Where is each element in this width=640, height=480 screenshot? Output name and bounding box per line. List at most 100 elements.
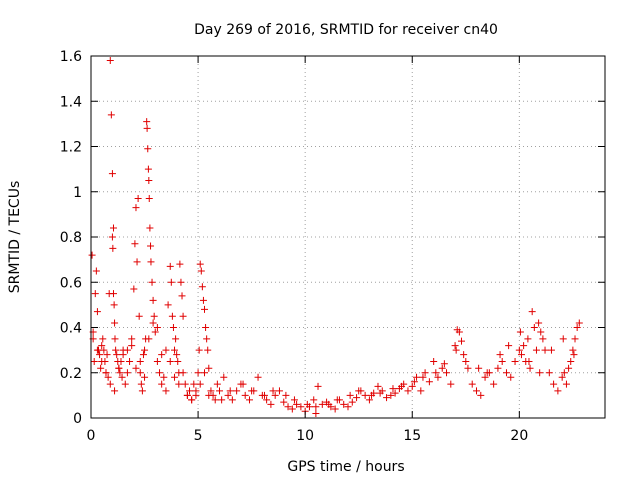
data-point <box>195 346 203 354</box>
data-point <box>197 267 205 275</box>
data-point <box>368 391 376 399</box>
data-point <box>138 387 146 395</box>
data-point <box>132 364 140 372</box>
data-point <box>537 328 545 336</box>
data-point <box>118 373 126 381</box>
data-point <box>365 396 373 404</box>
x-axis-label: GPS time / hours <box>287 459 404 475</box>
data-point <box>149 296 157 304</box>
data-point <box>224 391 232 399</box>
data-point <box>179 312 187 320</box>
data-point <box>558 373 566 381</box>
data-point <box>565 364 573 372</box>
data-point <box>477 391 485 399</box>
data-point <box>190 380 198 388</box>
data-point <box>458 337 466 345</box>
data-point <box>147 258 155 266</box>
data-point <box>233 387 241 395</box>
data-point <box>528 308 536 316</box>
data-point <box>241 391 249 399</box>
data-point <box>481 373 489 381</box>
data-point <box>389 385 397 393</box>
data-point <box>98 357 106 365</box>
data-point <box>167 278 175 286</box>
data-point <box>541 346 549 354</box>
data-point <box>312 409 320 417</box>
data-point <box>143 124 151 132</box>
data-point <box>141 373 149 381</box>
data-point <box>183 391 191 399</box>
data-point <box>123 369 131 377</box>
axis-ticks <box>90 55 605 419</box>
data-point <box>353 394 361 402</box>
data-point <box>344 403 352 411</box>
data-point <box>325 400 333 408</box>
data-point <box>391 389 399 397</box>
y-tick-label: 0.4 <box>60 321 82 337</box>
data-point <box>502 369 510 377</box>
data-point <box>570 351 578 359</box>
data-point <box>417 387 425 395</box>
data-point <box>213 380 221 388</box>
data-point <box>149 319 157 327</box>
data-point <box>526 364 534 372</box>
data-point <box>196 380 204 388</box>
data-point <box>111 335 119 343</box>
data-point <box>93 308 101 316</box>
data-point <box>171 373 179 381</box>
data-point <box>166 357 174 365</box>
data-point <box>93 346 101 354</box>
data-point <box>443 369 451 377</box>
data-point <box>430 357 438 365</box>
data-point <box>146 224 154 232</box>
data-point <box>123 346 131 354</box>
data-point <box>113 351 121 359</box>
data-point <box>102 369 110 377</box>
data-point <box>147 242 155 250</box>
data-point <box>545 369 553 377</box>
data-point <box>115 364 123 372</box>
data-point <box>162 387 170 395</box>
data-point <box>318 400 326 408</box>
data-point <box>517 351 525 359</box>
data-point <box>139 351 147 359</box>
data-point <box>104 373 112 381</box>
data-point <box>440 360 448 368</box>
x-tick-label: 20 <box>510 428 528 444</box>
data-point <box>536 369 544 377</box>
data-point <box>573 324 581 331</box>
y-tick-labels: 0 0.2 0.4 0.6 0.8 1 1.2 1.4 1.6 <box>60 49 82 427</box>
data-point <box>100 346 108 354</box>
data-point <box>571 335 579 343</box>
data-point <box>91 290 99 298</box>
data-point <box>303 400 311 408</box>
data-point <box>410 378 418 386</box>
data-point <box>171 346 179 354</box>
data-point <box>475 364 483 372</box>
data-point <box>108 233 116 241</box>
data-point <box>192 387 200 395</box>
data-point <box>106 57 114 65</box>
data-point <box>130 285 138 293</box>
data-point <box>97 364 105 372</box>
data-point <box>532 346 540 354</box>
data-point <box>103 351 111 359</box>
data-point <box>194 369 202 377</box>
data-point <box>297 403 305 411</box>
y-tick-label: 1 <box>73 185 82 201</box>
data-point <box>128 335 136 343</box>
grid-lines <box>91 56 605 418</box>
data-point <box>562 380 570 388</box>
data-point <box>196 260 204 268</box>
data-point <box>455 328 463 336</box>
data-point <box>434 373 442 381</box>
data-point <box>535 319 543 327</box>
y-tick-label: 0.8 <box>60 230 82 246</box>
data-point <box>121 380 129 388</box>
data-point <box>131 240 139 248</box>
data-point <box>490 380 498 388</box>
data-point <box>271 391 279 399</box>
data-point <box>136 369 144 377</box>
data-point <box>186 387 194 395</box>
data-point <box>145 195 153 203</box>
